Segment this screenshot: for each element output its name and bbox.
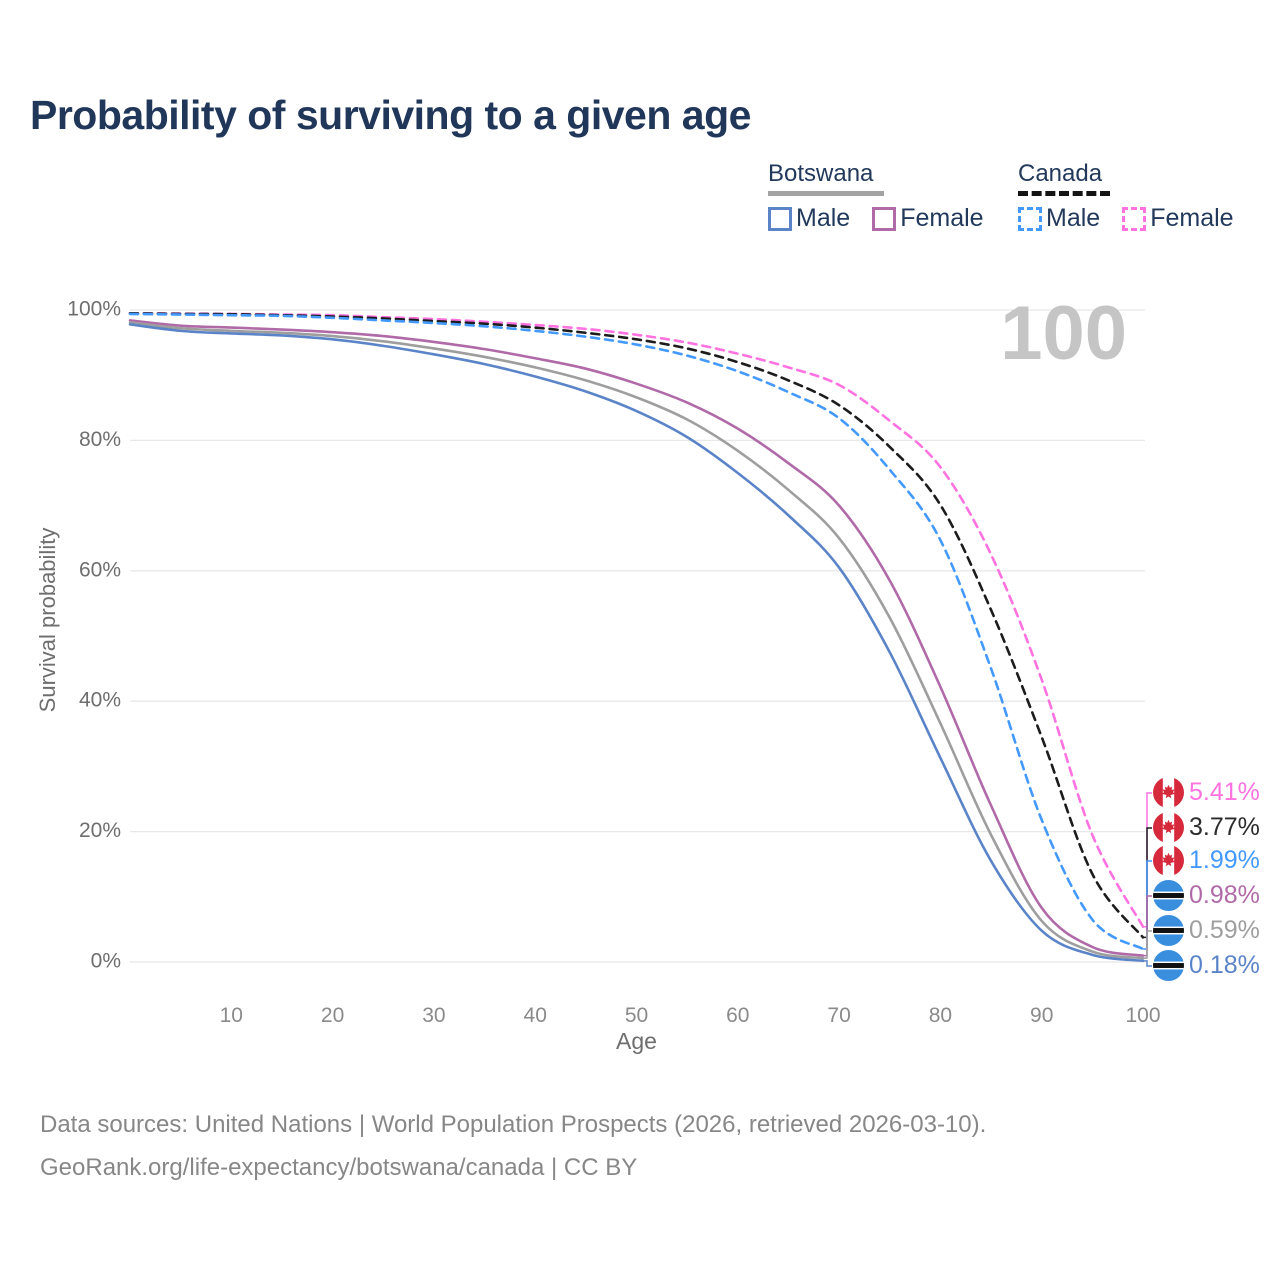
end-label-connector xyxy=(1143,895,1152,957)
legend-group-canada: Canada Male Female xyxy=(1018,160,1256,233)
y-axis-title: Survival probability xyxy=(35,527,60,713)
legend-item-canada-female[interactable]: Female xyxy=(1122,204,1234,233)
end-label-botswana-female: 0.98% xyxy=(1153,880,1260,911)
y-tick-label: 80% xyxy=(79,428,121,451)
series-line-botswana-female[interactable] xyxy=(128,319,1145,957)
end-label-value: 3.77% xyxy=(1189,813,1260,841)
y-tick-label: 0% xyxy=(91,950,121,973)
legend-label: Female xyxy=(900,204,984,232)
legend-title-canada[interactable]: Canada xyxy=(1018,160,1103,187)
x-tick-label: 100 xyxy=(1125,1004,1160,1027)
botswana-male-swatch-icon xyxy=(768,206,792,231)
botswana-flag-icon xyxy=(1153,950,1184,981)
footer-note: Data sources: United Nations | World Pop… xyxy=(40,1104,1220,1189)
legend-item-botswana-female[interactable]: Female xyxy=(872,204,984,233)
series-line-botswana-male[interactable] xyxy=(128,323,1145,963)
canada-flag-icon xyxy=(1153,812,1184,843)
x-tick-label: 20 xyxy=(321,1004,344,1027)
legend-label: Male xyxy=(796,204,851,232)
x-tick-label: 80 xyxy=(929,1004,952,1027)
canada-male-swatch-icon xyxy=(1018,206,1042,231)
end-label-canada-male: 1.99% xyxy=(1153,845,1260,876)
age-watermark: 100 xyxy=(1000,291,1127,376)
series-line-canada-male[interactable] xyxy=(128,312,1145,951)
y-tick-label: 20% xyxy=(79,819,121,842)
page-title: Probability of surviving to a given age xyxy=(30,92,751,138)
canada-female-swatch-icon xyxy=(1122,206,1147,231)
x-tick-label: 60 xyxy=(726,1004,749,1027)
end-label-connector xyxy=(1143,960,1152,967)
canada-line-style-sample xyxy=(1018,191,1110,196)
botswana-flag-icon xyxy=(1153,915,1184,946)
canada-flag-icon xyxy=(1153,777,1184,808)
series-line-botswana-both[interactable] xyxy=(128,321,1145,960)
end-label-canada-female: 5.41% xyxy=(1153,777,1260,808)
legend-item-botswana-male[interactable]: Male xyxy=(768,204,850,233)
legend-title-botswana[interactable]: Botswana xyxy=(768,160,874,187)
botswana-line-style-sample xyxy=(768,191,884,196)
end-label-connector xyxy=(1143,930,1152,959)
x-axis-title: Age xyxy=(616,1028,657,1054)
x-tick-label: 30 xyxy=(422,1004,445,1027)
legend-group-botswana: Botswana Male Female xyxy=(768,160,1006,233)
end-label-canada-both: 3.77% xyxy=(1153,812,1260,843)
end-label-botswana-both: 0.59% xyxy=(1153,915,1260,946)
series-line-canada-both[interactable] xyxy=(128,311,1145,939)
legend-label: Male xyxy=(1046,204,1101,232)
data-sources-line: Data sources: United Nations | World Pop… xyxy=(40,1111,987,1138)
canada-flag-icon xyxy=(1153,845,1184,876)
y-tick-label: 60% xyxy=(79,558,121,581)
end-label-botswana-male: 0.18% xyxy=(1153,950,1260,981)
legend-item-canada-male[interactable]: Male xyxy=(1018,204,1100,233)
y-tick-label: 40% xyxy=(79,689,121,712)
y-tick-label: 100% xyxy=(67,298,121,321)
legend-label: Female xyxy=(1150,204,1234,232)
botswana-flag-icon xyxy=(1153,880,1184,911)
x-tick-label: 50 xyxy=(625,1004,648,1027)
x-tick-label: 10 xyxy=(220,1004,243,1027)
end-label-value: 0.98% xyxy=(1189,881,1260,909)
x-tick-label: 70 xyxy=(827,1004,850,1027)
end-label-value: 1.99% xyxy=(1189,846,1260,874)
end-label-value: 0.18% xyxy=(1189,951,1260,979)
x-tick-label: 40 xyxy=(524,1004,547,1027)
source-url-line: GeoRank.org/life-expectancy/botswana/can… xyxy=(40,1153,638,1181)
botswana-female-swatch-icon xyxy=(872,206,897,231)
end-label-value: 0.59% xyxy=(1189,916,1260,944)
x-tick-label: 90 xyxy=(1030,1004,1053,1027)
end-label-value: 5.41% xyxy=(1189,778,1260,806)
